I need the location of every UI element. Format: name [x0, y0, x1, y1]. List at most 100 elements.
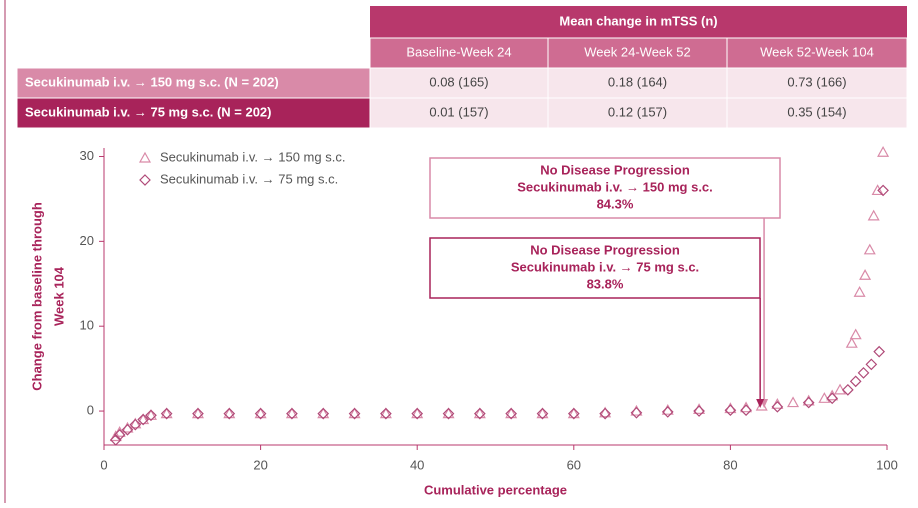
triangle-point	[317, 407, 330, 419]
row-label: Secukinumab i.v. → 150 mg s.c. (N = 202)	[25, 74, 279, 89]
diamond-point	[849, 375, 862, 388]
diamond-point	[536, 407, 549, 420]
y-axis-label: Change from baseline through	[29, 202, 44, 391]
chart: 0 10 20 30 0 20 40 60 80 100 Cumulative percentage…	[29, 146, 898, 497]
diamond-point	[192, 407, 204, 420]
triangle-point	[845, 336, 858, 348]
triangle-point	[599, 406, 612, 418]
diamond-point	[254, 407, 267, 420]
row-label-cell	[16, 67, 371, 99]
legend-label: Secukinumab i.v. → 150 mg s.c.	[160, 149, 345, 164]
annotation-text: No Disease Progression	[530, 242, 680, 257]
triangle-point	[254, 407, 267, 419]
y-axis-label: Week 104	[51, 266, 66, 326]
triangle-point	[771, 398, 784, 409]
legend-marker	[138, 151, 152, 163]
column-header: Week 52-Week 104	[760, 44, 874, 59]
triangle-point	[740, 401, 753, 413]
triangle-point	[567, 407, 580, 419]
diamond-point	[599, 407, 611, 420]
triangle-point	[877, 146, 890, 157]
annotation-text: 83.8%	[587, 276, 624, 291]
cell-text: 0.18 (164)	[608, 74, 667, 89]
cell	[726, 67, 908, 99]
diamond-point	[740, 404, 752, 417]
triangle-point	[859, 269, 872, 280]
triangle-point	[473, 407, 486, 419]
triangle-point	[853, 286, 866, 297]
y-tick-label: 30	[80, 148, 94, 163]
triangle-point	[348, 407, 361, 419]
diamond-point	[145, 409, 157, 422]
legend-label: Secukinumab i.v. → 75 mg s.c.	[160, 171, 338, 186]
triangle-point	[867, 209, 880, 221]
y-tick-label: 0	[87, 402, 94, 417]
triangle-point	[536, 407, 549, 419]
x-tick-label: 40	[410, 457, 424, 472]
x-axis-label: Cumulative percentage	[424, 482, 567, 497]
cell-text: 0.01 (157)	[429, 104, 488, 119]
legend-marker	[139, 174, 151, 186]
column-header: Baseline-Week 24	[406, 44, 511, 59]
triangle-point	[285, 407, 298, 419]
annotation-box	[429, 237, 761, 299]
triangle-point	[411, 407, 424, 419]
triangle-point	[505, 407, 518, 419]
diamond-point	[505, 407, 518, 420]
triangle-point	[160, 407, 173, 419]
table: Mean change in mTSS (n) Baseline-Week 24 W…	[16, 6, 908, 129]
x-tick-label: 20	[253, 457, 267, 472]
triangle-point	[849, 328, 862, 340]
diamond-point	[442, 407, 455, 420]
annotation-text: Secukinumab i.v. → 75 mg s.c.	[511, 259, 699, 274]
diamond-point	[160, 407, 173, 420]
cell	[547, 97, 728, 129]
x-tick-label: 80	[723, 457, 737, 472]
arrow-head	[756, 399, 765, 409]
column-header-cell	[369, 37, 549, 69]
diamond-point	[109, 434, 122, 446]
cell	[726, 97, 908, 129]
row-label: Secukinumab i.v. → 75 mg s.c. (N = 202)	[25, 104, 272, 119]
triangle-point	[223, 407, 236, 419]
x-tick-label: 100	[876, 457, 898, 472]
diamond-point	[348, 407, 361, 420]
diamond-point	[661, 406, 674, 418]
diamond-point	[567, 407, 580, 420]
diamond-point	[865, 358, 878, 371]
y-tick-label: 10	[80, 318, 94, 333]
diamond-point	[317, 407, 330, 420]
diamond-point	[113, 428, 126, 441]
diamond-point	[877, 184, 889, 197]
triangle-point	[144, 409, 157, 420]
annotation-text: No Disease Progression	[540, 162, 690, 177]
x-tick-label: 0	[100, 457, 107, 472]
triangle-point	[863, 243, 876, 255]
triangle-point	[787, 396, 800, 408]
diamond-point	[693, 405, 705, 417]
diamond-point	[802, 396, 815, 409]
diamond-point	[857, 367, 870, 379]
cell-text: 0.35 (154)	[787, 104, 846, 119]
cell-text: 0.73 (166)	[787, 74, 846, 89]
cell-text: 0.12 (157)	[608, 104, 667, 119]
cell	[547, 67, 728, 99]
cell	[369, 97, 549, 129]
diamond-point	[380, 407, 392, 420]
annotation-text: Secukinumab i.v. → 150 mg s.c.	[517, 179, 713, 194]
triangle-point	[379, 407, 392, 419]
diamond-point	[873, 345, 886, 358]
header-text: Mean change in mTSS (n)	[559, 13, 717, 28]
cell-text: 0.08 (165)	[429, 74, 488, 89]
triangle-point	[442, 407, 455, 419]
triangle-point	[871, 184, 884, 196]
column-header-cell	[726, 37, 908, 69]
diamond-point	[286, 407, 298, 420]
annotation-box	[429, 157, 781, 219]
diamond-point	[473, 407, 486, 420]
annotation-text: 84.3%	[597, 196, 634, 211]
diamond-point	[771, 400, 784, 413]
diamond-point	[223, 407, 236, 420]
cell	[369, 67, 549, 99]
